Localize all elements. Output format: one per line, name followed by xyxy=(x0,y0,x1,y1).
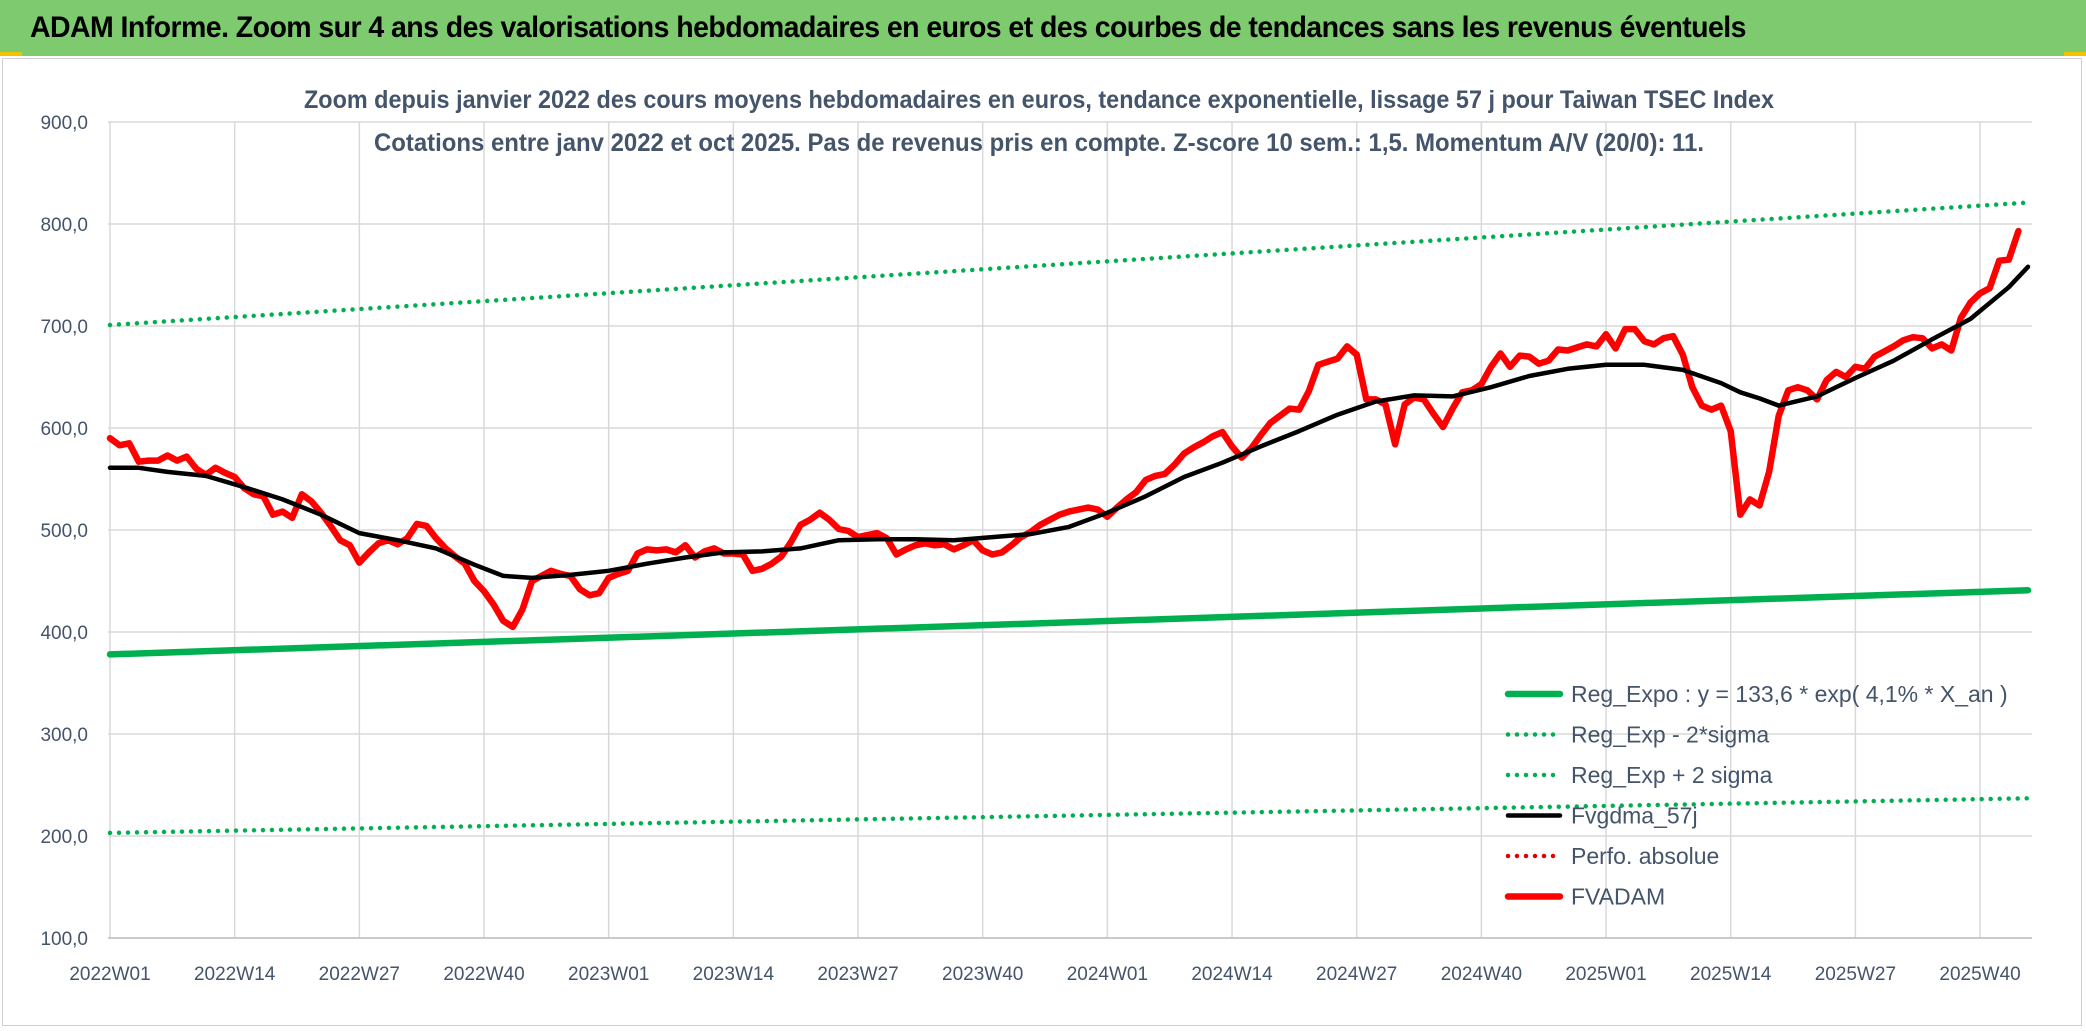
y-tick-label: 500,0 xyxy=(40,521,88,542)
y-tick-label: 700,0 xyxy=(40,317,88,338)
chart-grid xyxy=(108,121,2032,939)
legend-label: Reg_Exp - 2*sigma xyxy=(1571,722,1769,748)
x-tick-label: 2024W01 xyxy=(1067,964,1148,985)
y-tick-label: 600,0 xyxy=(40,419,88,440)
chart-subtitle: Cotations entre janv 2022 et oct 2025. P… xyxy=(374,129,1704,157)
legend-label: FVADAM xyxy=(1571,884,1665,910)
x-tick-label: 2025W14 xyxy=(1690,964,1772,985)
y-tick-label: 400,0 xyxy=(40,623,88,644)
fvadam-line xyxy=(106,227,2022,631)
x-tick-label: 2024W40 xyxy=(1441,964,1522,985)
chart-legend: Reg_Expo : y = 133,6 * exp( 4,1% * X_an … xyxy=(1504,681,2008,910)
header-accent-left xyxy=(0,52,22,56)
y-tick-label: 300,0 xyxy=(40,725,88,746)
y-tick-label: 200,0 xyxy=(40,827,88,848)
x-tick-label: 2025W01 xyxy=(1565,964,1646,985)
x-axis-ticks: 2022W01 2022W14 2022W27 2022W40 2023W01 2023W… xyxy=(69,964,2020,985)
chart-series xyxy=(106,200,2032,836)
legend-label: Fvgdma_57j xyxy=(1571,803,1698,829)
y-tick-label: 800,0 xyxy=(40,215,88,236)
x-tick-label: 2023W14 xyxy=(693,964,775,985)
header-accent-right xyxy=(2064,52,2086,56)
legend-label: Reg_Exp + 2 sigma xyxy=(1571,762,1773,788)
reg-exp-minus-2sigma-line xyxy=(107,796,2031,836)
x-tick-label: 2024W27 xyxy=(1316,964,1397,985)
reg-exp-plus-2sigma-line xyxy=(107,200,2031,328)
legend-label: Reg_Expo : y = 133,6 * exp( 4,1% * X_an … xyxy=(1571,681,2008,707)
chart-frame xyxy=(2,58,2082,1026)
report-title: ADAM Informe. Zoom sur 4 ans des valoris… xyxy=(30,11,1746,44)
y-tick-label: 900,0 xyxy=(40,113,88,134)
chart-title: Zoom depuis janvier 2022 des cours moyen… xyxy=(304,86,1774,114)
x-tick-label: 2022W01 xyxy=(69,964,150,985)
x-tick-label: 2023W40 xyxy=(942,964,1023,985)
x-tick-label: 2022W27 xyxy=(319,964,400,985)
x-tick-label: 2025W27 xyxy=(1815,964,1896,985)
y-tick-label: 100,0 xyxy=(40,929,88,950)
legend-label: Perfo. absolue xyxy=(1571,843,1719,869)
fvgdma-57j-line xyxy=(107,264,2031,581)
x-tick-label: 2022W14 xyxy=(194,964,276,985)
x-tick-label: 2023W01 xyxy=(568,964,649,985)
x-tick-label: 2025W40 xyxy=(1939,964,2020,985)
x-tick-label: 2023W27 xyxy=(817,964,898,985)
reg-expo-line xyxy=(106,586,2032,658)
x-tick-label: 2024W14 xyxy=(1191,964,1273,985)
x-tick-label: 2022W40 xyxy=(443,964,524,985)
report-header: ADAM Informe. Zoom sur 4 ans des valoris… xyxy=(0,0,2086,56)
y-axis-ticks: 100,0 200,0 300,0 400,0 500,0 600,0 700,0 800,0… xyxy=(40,113,88,950)
